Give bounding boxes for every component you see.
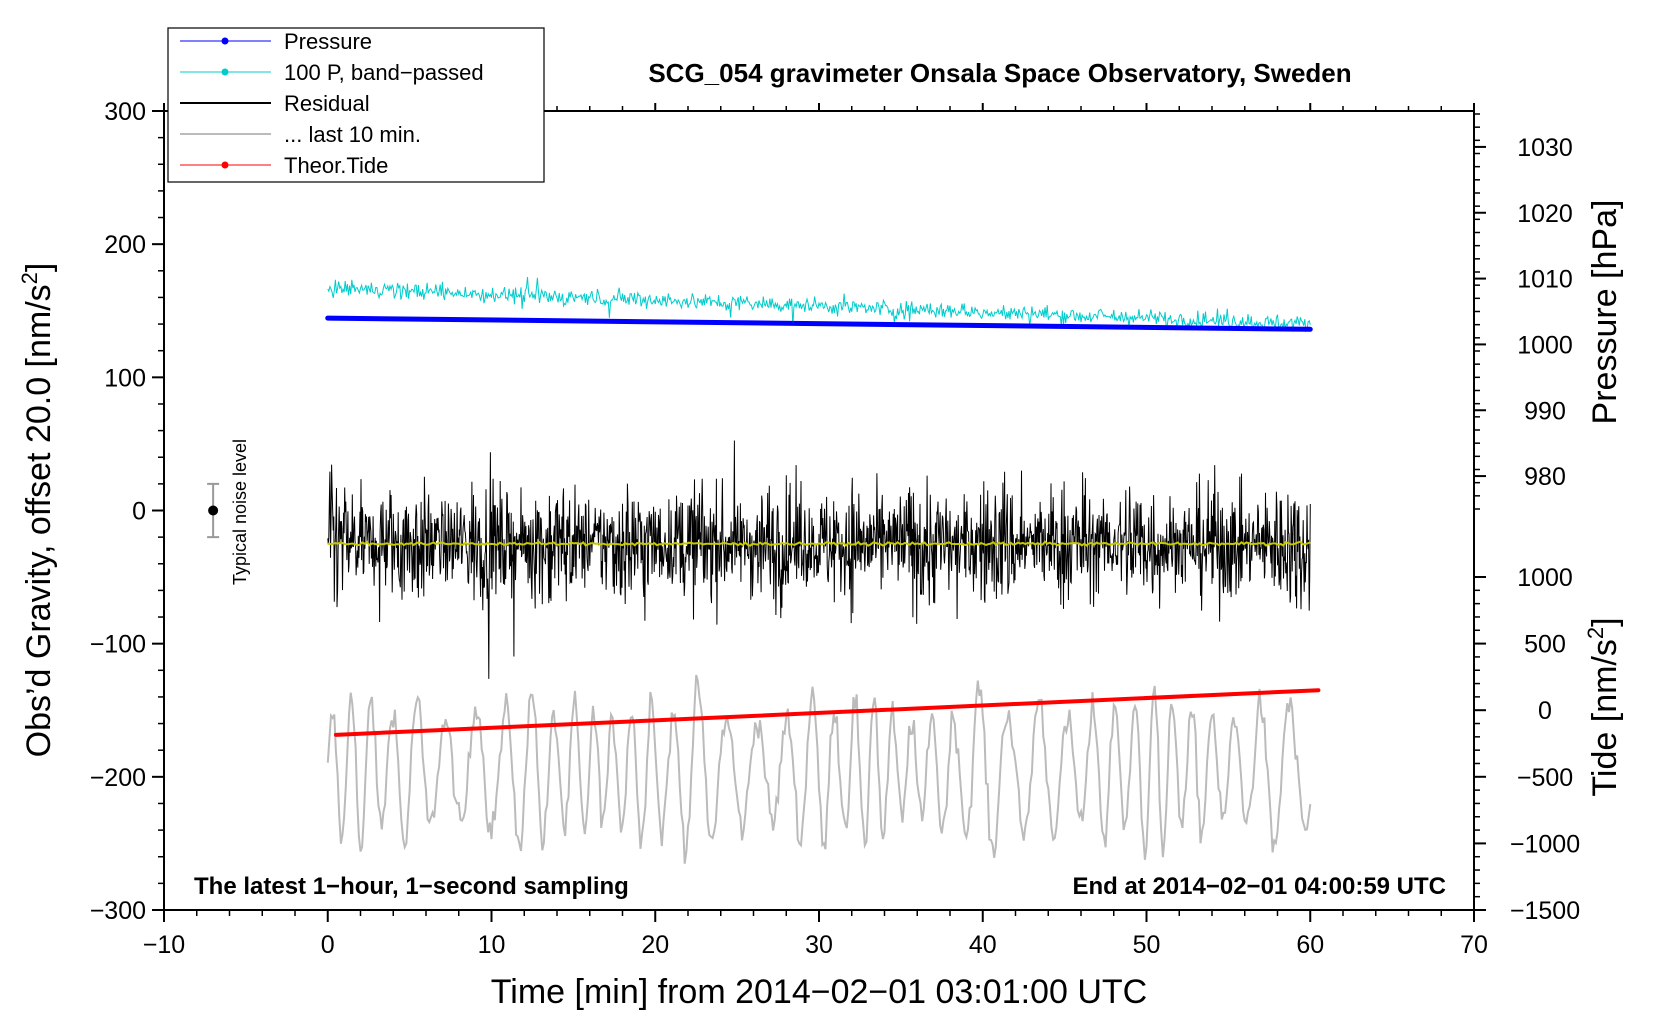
x-tick-label: −10 [143,931,185,959]
y-left-label-sup: 2 [17,272,42,284]
y-axis-left-label: Obs’d Gravity, offset 20.0 [nm/s2] [17,263,58,758]
data-series [207,276,1321,864]
pressure-tick-label: 980 [1524,463,1566,491]
y-left-tick-label: −200 [90,764,146,792]
x-tick-label: 30 [805,931,833,959]
legend-label: Pressure [284,29,372,54]
series-theoretical-tide [333,688,1321,737]
legend: Pressure 100 P, band−passed Residual ... la… [167,27,545,183]
x-tick-label: 20 [641,931,669,959]
noise-level-label: Typical noise level [230,439,250,585]
pressure-tick-label: 1010 [1517,266,1573,294]
legend-box [167,27,545,183]
legend-label: 100 P, band−passed [284,60,484,85]
x-tick-label: 60 [1296,931,1324,959]
annotation-sampling: The latest 1−hour, 1−second sampling [194,873,629,900]
pressure-tick-label: 1020 [1517,200,1573,228]
y-left-tick-label: 300 [104,98,146,126]
annotation-end-time: End at 2014−02−01 04:00:59 UTC [1072,873,1446,900]
noise-bar-center [208,505,219,516]
legend-label: ... last 10 min. [284,122,421,147]
legend-marker [221,68,229,76]
y-left-tick-label: 0 [132,498,146,526]
tide-label-close: ] [1586,617,1624,626]
y-left-tick-label: 100 [104,364,146,392]
axis-ticks: −10 0 10 20 30 40 50 60 703002001000−100−200−300… [90,98,1580,959]
x-tick-label: 10 [478,931,506,959]
legend-items: Pressure 100 P, band−passed Residual ... la… [180,29,484,178]
chart-title: SCG_054 gravimeter Onsala Space Observat… [648,58,1351,88]
tide-tick-label: 1000 [1517,564,1573,592]
y-axis-pressure-label: Pressure [hPa] [1586,200,1624,425]
tide-tick-label: 0 [1538,697,1552,725]
x-axis-label: Time [min] from 2014−02−01 03:01:00 UTC [491,973,1147,1011]
x-tick-label: 70 [1460,931,1488,959]
tide-tick-label: −1500 [1510,897,1580,925]
series-residual [327,440,1311,679]
x-tick-label: 40 [969,931,997,959]
series-residual-smoothed [327,540,1311,547]
legend-label: Theor.Tide [284,153,388,178]
y-left-label-close: ] [20,263,58,272]
series-pressure [325,315,1313,332]
y-left-label-main: Obs’d Gravity, offset 20.0 [nm/s [20,284,58,757]
y-left-tick-label: −100 [90,631,146,659]
tide-tick-label: −500 [1517,764,1573,792]
x-tick-label: 50 [1133,931,1161,959]
y-left-tick-label: −300 [90,897,146,925]
legend-marker [221,37,229,45]
x-tick-label: 0 [321,931,335,959]
legend-label: Residual [284,91,370,116]
y-axis-tide-label: Tide [nm/s2] [1583,617,1624,796]
tide-label-main: Tide [nm/s [1586,639,1624,796]
pressure-tick-label: 1000 [1517,331,1573,359]
y-left-tick-label: 200 [104,231,146,259]
legend-marker [221,161,229,169]
tide-tick-label: 500 [1524,631,1566,659]
series-last-10-min [326,674,1312,864]
tide-label-sup: 2 [1583,627,1608,639]
series-pressure-bandpassed [327,276,1311,333]
pressure-tick-label: 990 [1524,397,1566,425]
tide-tick-label: −1000 [1510,830,1580,858]
pressure-tick-label: 1030 [1517,134,1573,162]
